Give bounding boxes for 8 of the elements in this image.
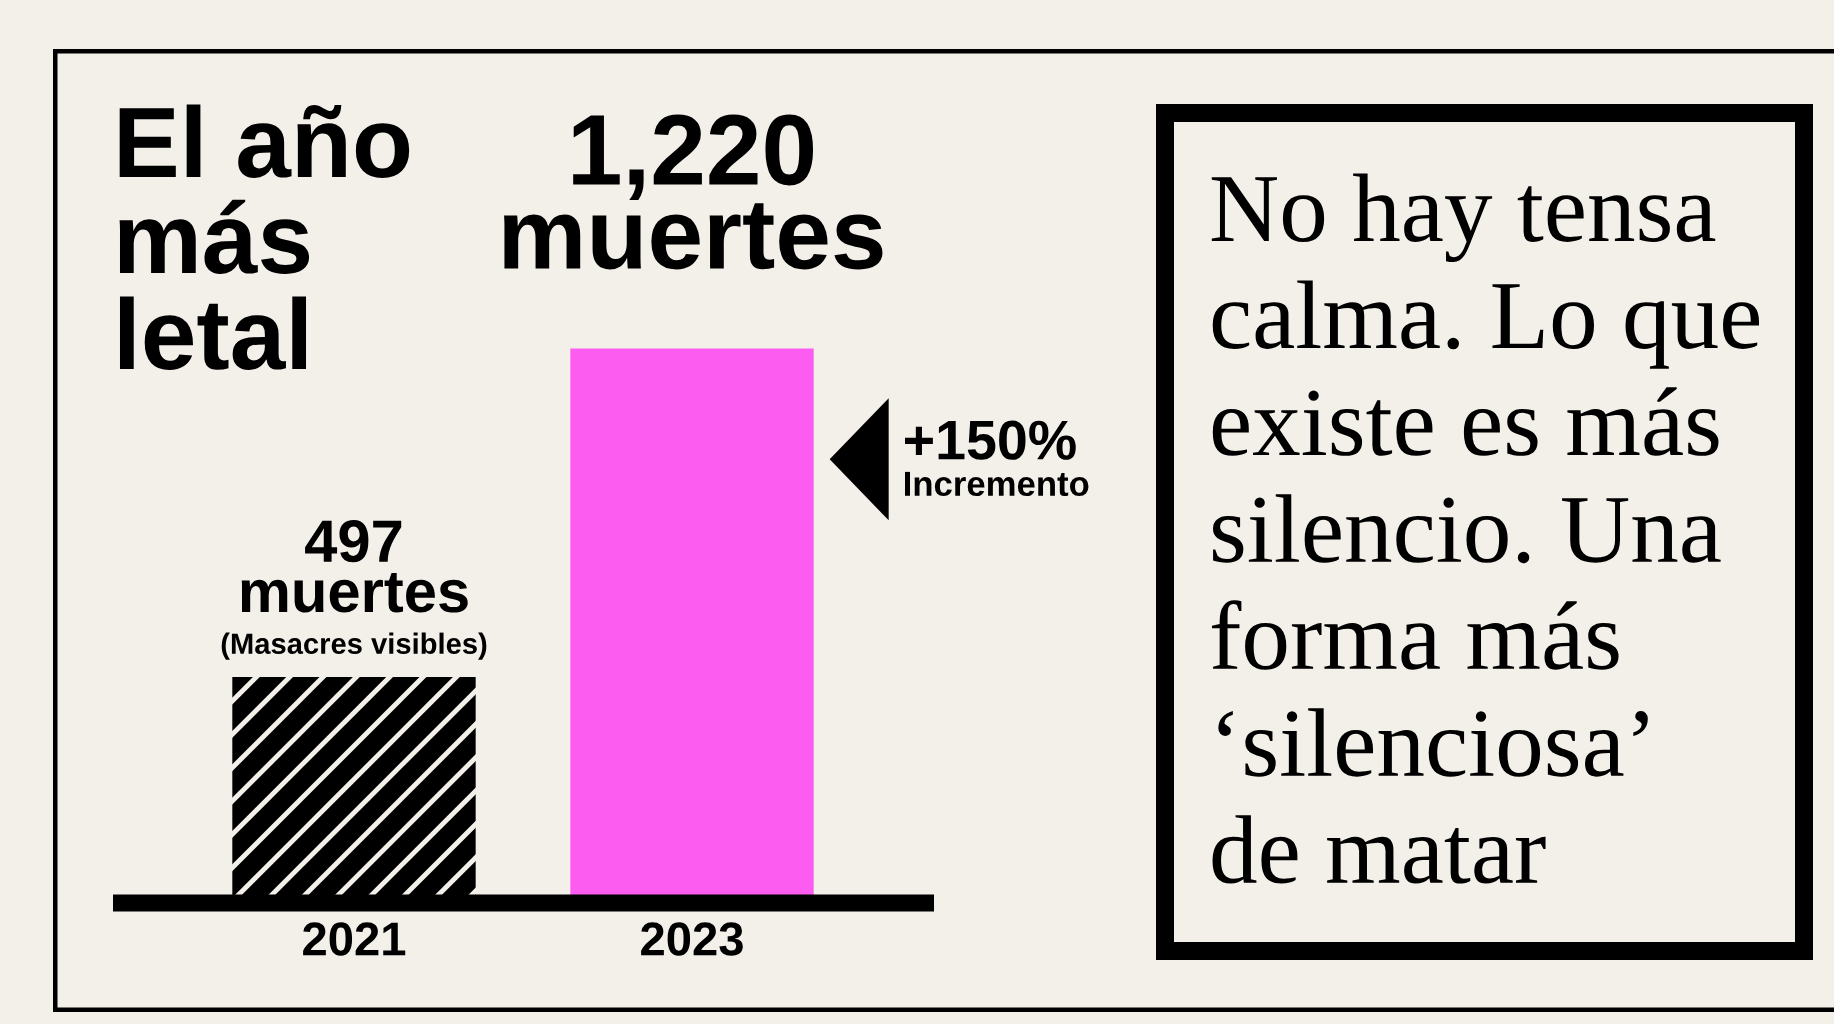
annotation: (Masacres visibles): [221, 632, 487, 660]
annotation: +150% Incremento: [904, 420, 1089, 497]
data-label: 497 muertes: [241, 520, 468, 613]
chart-title: El año más letal: [119, 104, 410, 370]
text: No hay tensa calma. Lo que existe es más silencio. Una forma más ‘silenciosa’ de matar: [1211, 173, 1760, 884]
x-tick-label: 2023: [641, 922, 743, 956]
data-label: 1,220 muertes: [504, 114, 883, 270]
x-tick-label: 2021: [303, 922, 406, 956]
